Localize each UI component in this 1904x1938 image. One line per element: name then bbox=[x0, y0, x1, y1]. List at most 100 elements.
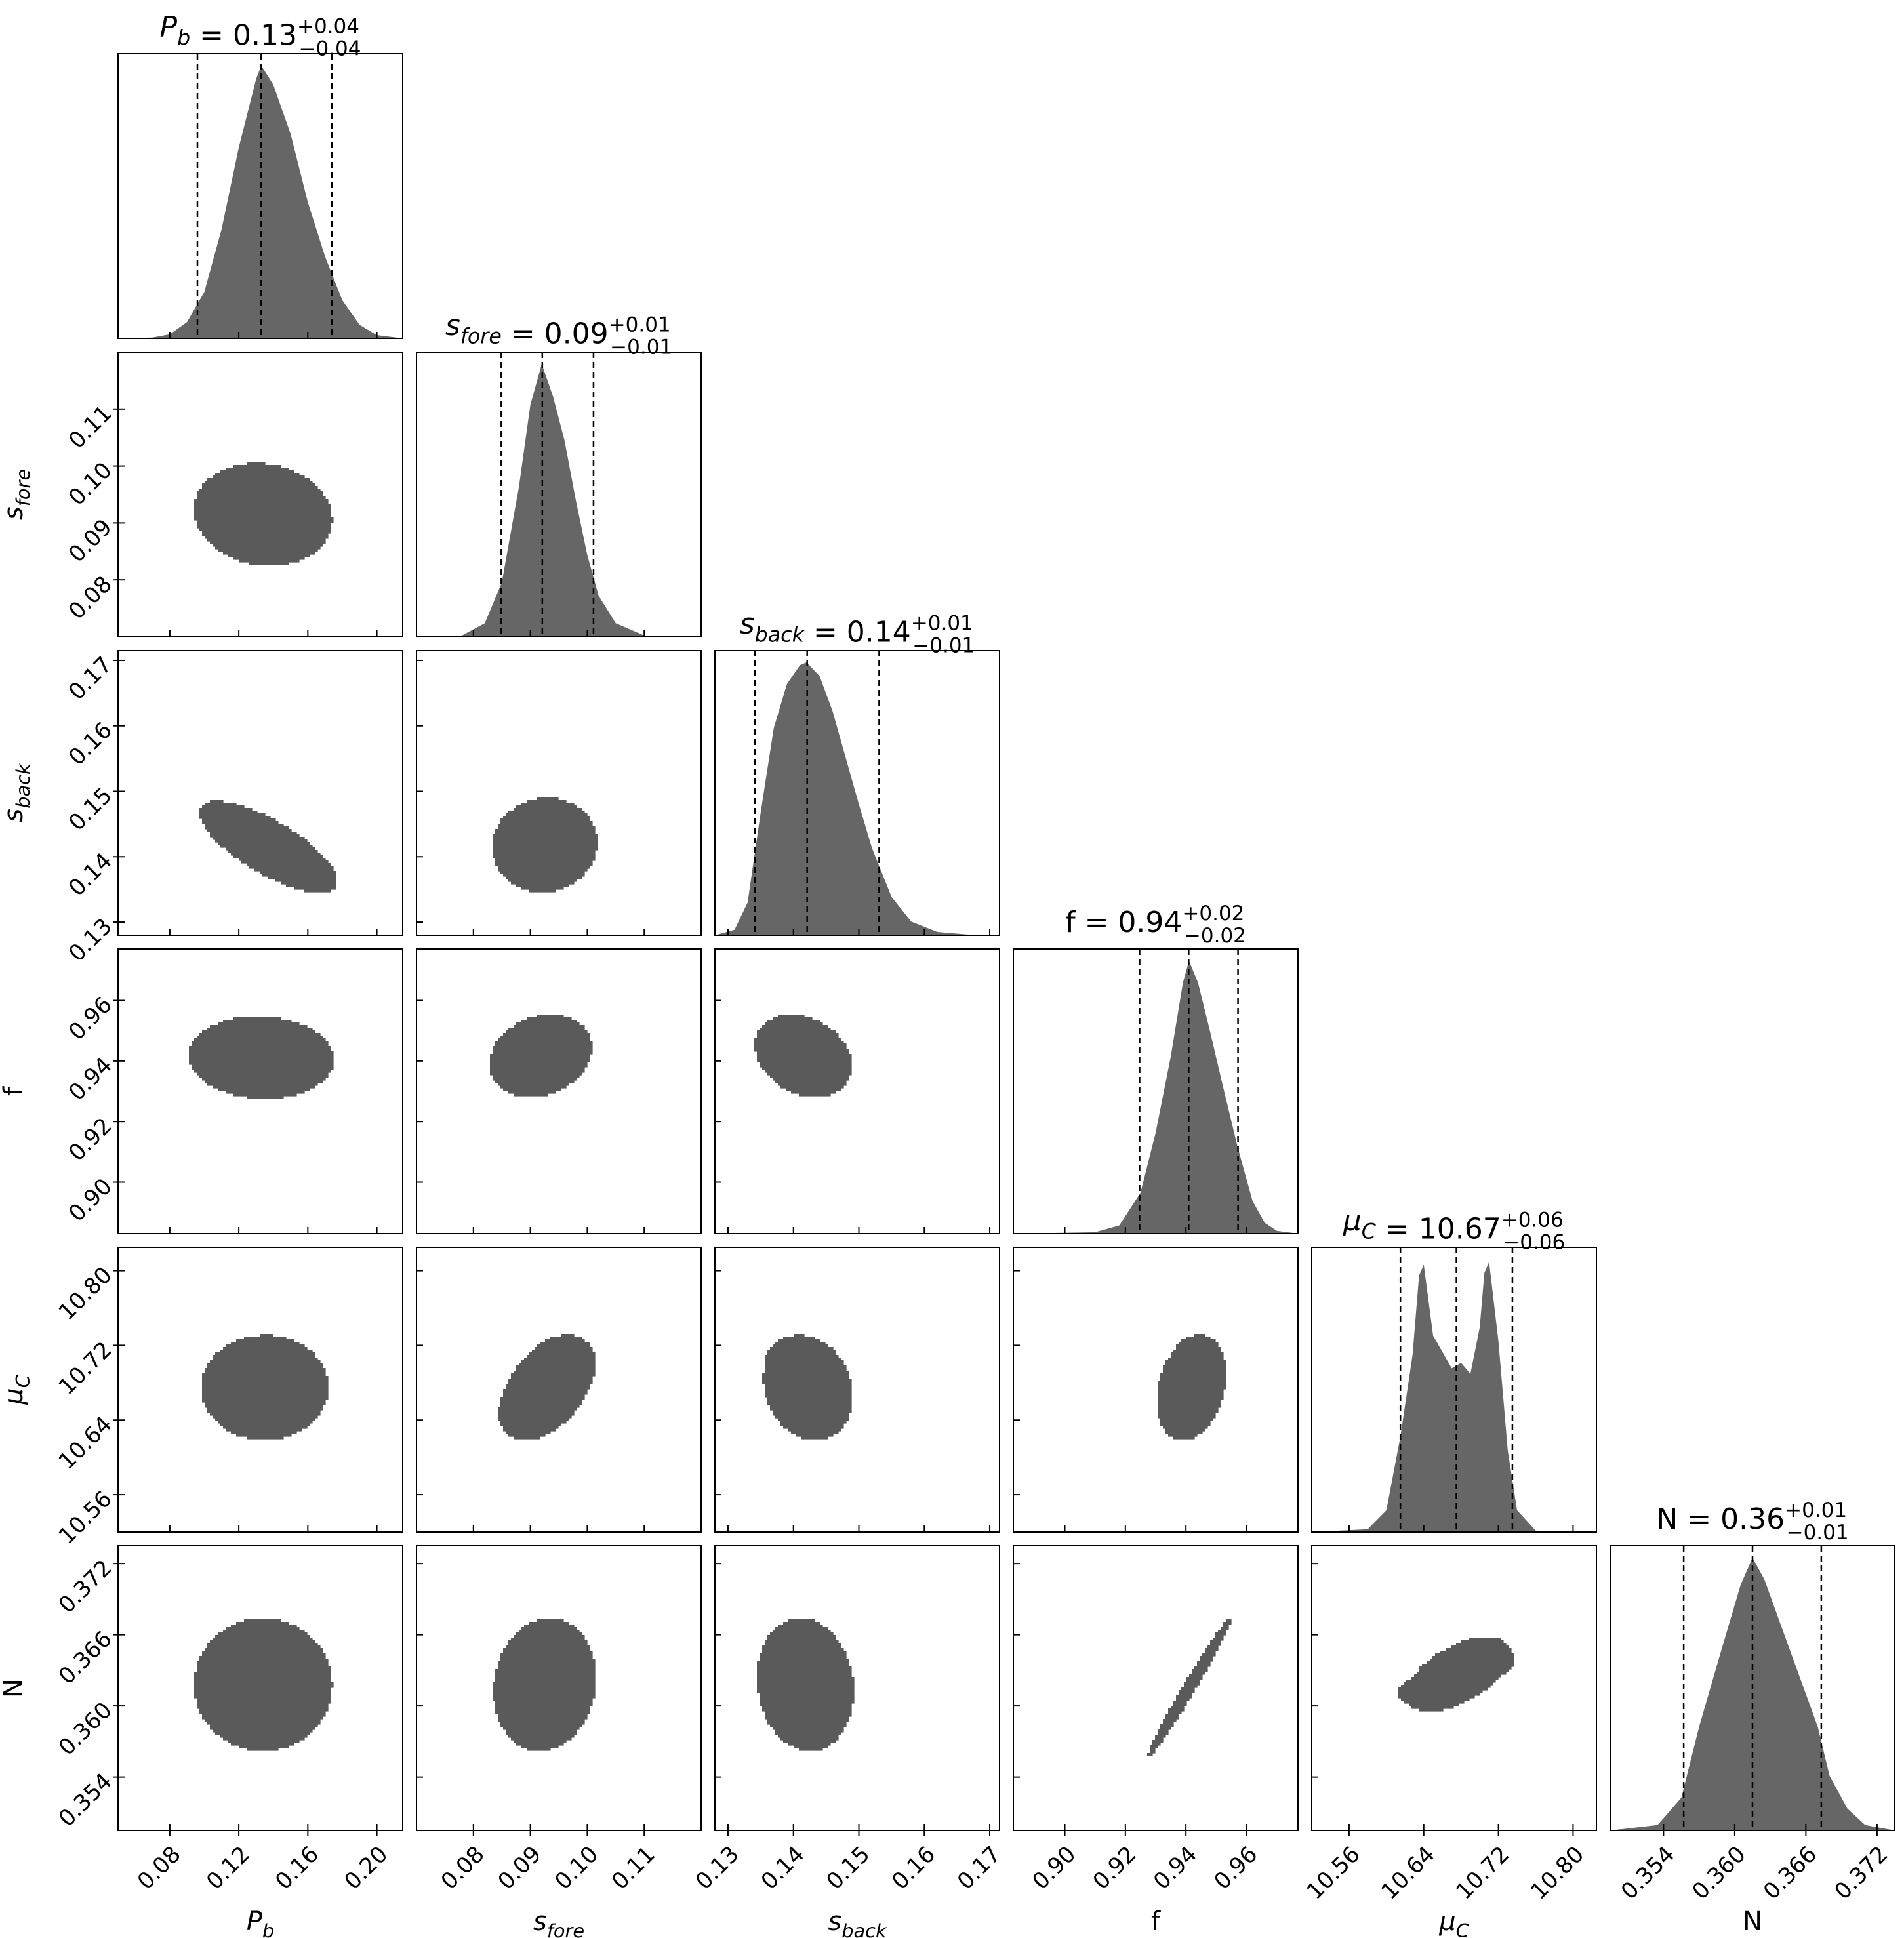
panel-frame-N-sfore bbox=[416, 1545, 702, 1831]
histogram-area-f bbox=[1013, 961, 1298, 1234]
x-tick-label-f-0: 0.90 bbox=[1027, 1841, 1081, 1895]
histogram-Pb: Pb = 0.13+0.04 −0.04 bbox=[118, 10, 403, 338]
x-tick-label-f-2: 0.94 bbox=[1148, 1841, 1202, 1895]
panel-frame-sfore-Pb bbox=[117, 352, 403, 637]
histogram-muC: μC = 10.67+0.06 −0.06 bbox=[1312, 1204, 1596, 1532]
x-tick-label-N-3: 0.372 bbox=[1830, 1841, 1894, 1905]
x-tick-label-Pb-1: 0.12 bbox=[201, 1841, 255, 1895]
y-tick-label-sback-2: 0.15 bbox=[64, 782, 117, 836]
x-axis-title-f: f bbox=[1151, 1907, 1161, 1937]
histogram-N: N = 0.36+0.01 −0.01 bbox=[1610, 1499, 1895, 1830]
panel-frame-N-f bbox=[1013, 1545, 1299, 1831]
x-axis-title-Pb: Pb bbox=[247, 1907, 274, 1938]
y-tick-label-N-0: 0.354 bbox=[54, 1768, 117, 1832]
panel-frame-sfore-sfore bbox=[416, 352, 702, 637]
x-tick-label-N-1: 0.360 bbox=[1688, 1841, 1751, 1905]
panel-title-muC: μC = 10.67+0.06 −0.06 bbox=[1343, 1204, 1565, 1254]
panel-frame-sback-sback bbox=[714, 650, 1000, 936]
histogram-area-sfore bbox=[416, 364, 701, 637]
y-tick-label-sfore-2: 0.10 bbox=[64, 457, 117, 511]
y-tick-label-sback-1: 0.14 bbox=[64, 848, 117, 902]
x-axis-title-sback: sback bbox=[828, 1907, 887, 1938]
x-tick-label-Pb-0: 0.08 bbox=[132, 1841, 186, 1895]
panel-frame-muC-Pb bbox=[117, 1247, 403, 1533]
panel-frame-muC-sfore bbox=[416, 1247, 702, 1533]
panel-frame-f-sback bbox=[714, 948, 1000, 1234]
y-axis-title-N: N bbox=[0, 1678, 29, 1698]
panel-frame-f-f bbox=[1013, 948, 1299, 1234]
y-tick-label-muC-3: 10.80 bbox=[54, 1262, 117, 1325]
x-tick-label-muC-0: 10.56 bbox=[1302, 1841, 1366, 1905]
y-tick-label-sfore-0: 0.08 bbox=[64, 571, 117, 625]
x-tick-label-sfore-0: 0.08 bbox=[436, 1841, 490, 1895]
contour-muC-vs-Pb bbox=[202, 1334, 329, 1440]
y-tick-label-N-3: 0.372 bbox=[54, 1555, 117, 1619]
contour-N-vs-muC bbox=[1398, 1638, 1514, 1712]
contour-sback-vs-sfore bbox=[493, 797, 598, 893]
x-tick-label-f-3: 0.96 bbox=[1209, 1841, 1263, 1895]
contour-N-vs-f bbox=[1147, 1619, 1232, 1756]
panel-title-sback: sback = 0.14+0.01 −0.01 bbox=[740, 607, 975, 657]
histogram-f: f = 0.94+0.02 −0.02 bbox=[1013, 902, 1298, 1234]
y-tick-label-sfore-3: 0.11 bbox=[64, 400, 117, 454]
panel-title-f: f = 0.94+0.02 −0.02 bbox=[1065, 902, 1246, 948]
panel-frame-muC-muC bbox=[1311, 1247, 1597, 1533]
panel-title-sfore: sfore = 0.09+0.01 −0.01 bbox=[445, 309, 672, 359]
x-tick-label-muC-1: 10.64 bbox=[1376, 1841, 1440, 1905]
y-tick-label-f-1: 0.92 bbox=[64, 1113, 117, 1167]
histogram-area-Pb bbox=[118, 66, 403, 338]
contour-N-vs-sfore bbox=[493, 1619, 596, 1751]
x-tick-label-sback-1: 0.14 bbox=[756, 1841, 810, 1895]
x-tick-label-sback-3: 0.16 bbox=[887, 1841, 941, 1895]
contour-N-vs-Pb bbox=[194, 1619, 334, 1751]
panel-frame-f-Pb bbox=[117, 948, 403, 1234]
y-tick-label-muC-0: 10.56 bbox=[54, 1486, 117, 1550]
y-tick-label-sfore-1: 0.09 bbox=[64, 514, 117, 568]
x-tick-label-sfore-2: 0.10 bbox=[550, 1841, 603, 1895]
panel-title-N: N = 0.36+0.01 −0.01 bbox=[1656, 1499, 1848, 1544]
y-tick-label-sback-0: 0.13 bbox=[64, 914, 117, 967]
panel-frame-sback-sfore bbox=[416, 650, 702, 936]
histogram-sback: sback = 0.14+0.01 −0.01 bbox=[715, 607, 1000, 935]
contour-muC-vs-sback bbox=[762, 1334, 852, 1440]
panel-frame-N-Pb bbox=[117, 1545, 403, 1831]
contour-f-vs-sback bbox=[754, 1015, 852, 1097]
contour-f-vs-Pb bbox=[189, 1017, 334, 1099]
x-axis-title-muC: μC bbox=[1438, 1907, 1469, 1938]
contour-N-vs-sback bbox=[757, 1619, 855, 1751]
x-axis-title-sfore: sfore bbox=[533, 1907, 584, 1938]
y-tick-label-sback-3: 0.16 bbox=[64, 717, 117, 771]
x-tick-label-f-1: 0.92 bbox=[1088, 1841, 1142, 1895]
panel-title-Pb: Pb = 0.13+0.04 −0.04 bbox=[160, 10, 361, 60]
y-tick-label-f-3: 0.96 bbox=[64, 992, 117, 1045]
x-tick-label-sfore-1: 0.09 bbox=[493, 1841, 547, 1895]
y-tick-label-muC-1: 10.64 bbox=[54, 1411, 117, 1475]
contour-sfore-vs-Pb bbox=[194, 462, 334, 565]
x-tick-label-Pb-3: 0.20 bbox=[339, 1841, 393, 1895]
x-tick-label-sback-0: 0.13 bbox=[691, 1841, 744, 1895]
y-axis-title-sback: sback bbox=[0, 763, 34, 822]
contour-sback-vs-Pb bbox=[199, 800, 336, 893]
panel-frame-Pb-Pb bbox=[117, 53, 403, 339]
x-tick-label-muC-2: 10.72 bbox=[1451, 1841, 1514, 1905]
panel-frame-N-muC bbox=[1311, 1545, 1597, 1831]
contour-muC-vs-sfore bbox=[498, 1334, 596, 1440]
contour-muC-vs-f bbox=[1158, 1334, 1226, 1440]
panel-frame-N-N bbox=[1610, 1545, 1895, 1831]
histogram-sfore: sfore = 0.09+0.01 −0.01 bbox=[416, 309, 701, 637]
x-tick-label-N-2: 0.366 bbox=[1758, 1841, 1822, 1905]
y-tick-label-N-1: 0.360 bbox=[54, 1697, 117, 1761]
panel-frame-muC-sback bbox=[714, 1247, 1000, 1533]
x-axis-title-N: N bbox=[1743, 1907, 1762, 1937]
y-tick-label-muC-2: 10.72 bbox=[54, 1337, 117, 1400]
x-tick-label-N-0: 0.354 bbox=[1616, 1841, 1680, 1905]
panel-frame-sback-Pb bbox=[117, 650, 403, 936]
y-axis-title-muC: μC bbox=[0, 1374, 34, 1405]
panel-frame-N-sback bbox=[714, 1545, 1000, 1831]
y-tick-label-f-0: 0.90 bbox=[64, 1173, 117, 1227]
x-tick-label-muC-3: 10.80 bbox=[1526, 1841, 1589, 1905]
x-tick-label-sback-4: 0.17 bbox=[952, 1841, 1006, 1895]
panel-frame-muC-f bbox=[1013, 1247, 1299, 1533]
y-axis-title-sfore: sfore bbox=[0, 469, 34, 520]
y-tick-label-f-2: 0.94 bbox=[64, 1052, 117, 1106]
